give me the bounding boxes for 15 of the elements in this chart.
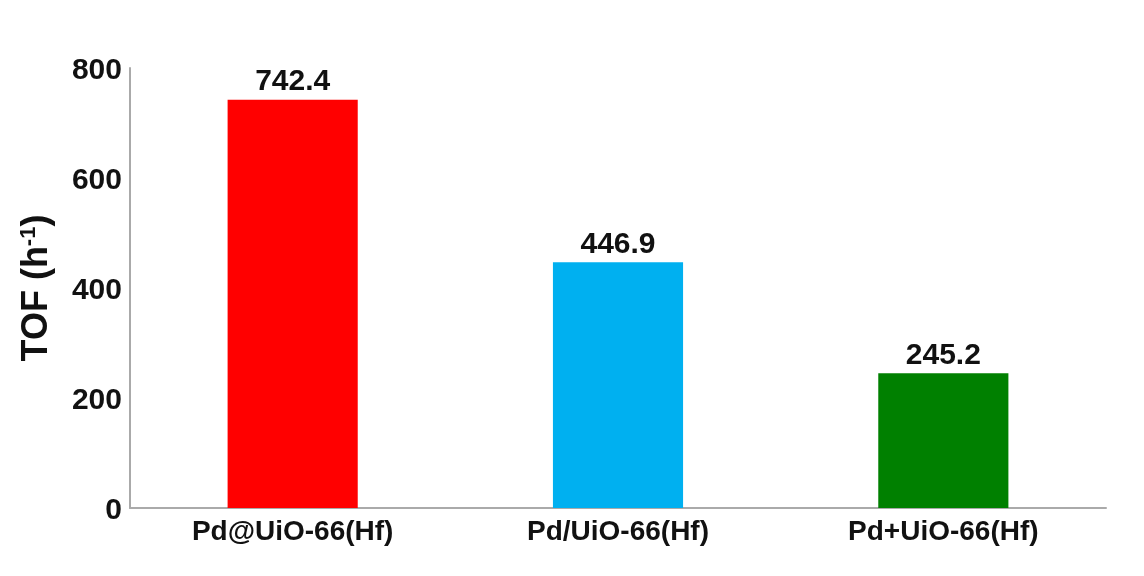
y-tick-label: 600: [71, 161, 122, 195]
y-tick-label: 800: [71, 51, 122, 85]
data-label: 245.2: [905, 336, 981, 370]
data-label: 446.9: [580, 225, 656, 259]
y-tick-label: 200: [71, 381, 122, 415]
y-tick-label: 0: [105, 491, 122, 525]
bar: [227, 99, 358, 508]
x-tick-label: Pd+UiO-66(Hf): [848, 514, 1039, 546]
data-label: 742.4: [255, 63, 331, 97]
x-tick-label: Pd/UiO-66(Hf): [527, 514, 709, 546]
bar: [878, 373, 1009, 508]
y-tick-label: 400: [71, 271, 122, 305]
x-tick-label: Pd@UiO-66(Hf): [191, 514, 394, 546]
y-axis-title: TOF (h-1): [13, 214, 55, 362]
bar: [552, 262, 684, 508]
